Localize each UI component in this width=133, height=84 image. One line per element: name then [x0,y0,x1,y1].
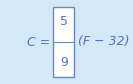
Text: 9: 9 [60,56,68,69]
Bar [53,7,74,77]
Text: 5: 5 [60,15,68,28]
Text: C =: C = [27,36,51,48]
Text: (F − 32): (F − 32) [78,36,130,48]
